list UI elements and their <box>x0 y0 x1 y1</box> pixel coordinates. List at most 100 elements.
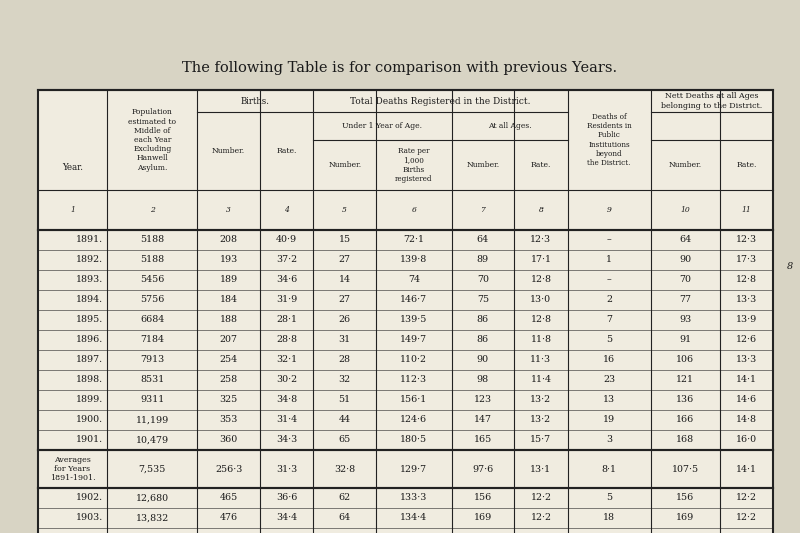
Text: 476: 476 <box>219 513 238 522</box>
Text: 5: 5 <box>606 494 612 503</box>
Text: Rate.: Rate. <box>530 161 551 169</box>
Text: The following Table is for comparison with previous Years.: The following Table is for comparison wi… <box>182 61 618 75</box>
Text: 325: 325 <box>219 395 238 405</box>
Text: 5188: 5188 <box>140 255 164 264</box>
Text: 14: 14 <box>338 276 350 285</box>
Text: 147: 147 <box>474 416 492 424</box>
Text: 13·3: 13·3 <box>736 356 757 365</box>
Text: 32: 32 <box>338 376 350 384</box>
Text: 2: 2 <box>606 295 612 304</box>
Text: 36·6: 36·6 <box>276 494 298 503</box>
Text: 169: 169 <box>474 513 492 522</box>
Text: Number.: Number. <box>466 161 499 169</box>
Text: 12·3: 12·3 <box>736 236 757 245</box>
Text: 14·1: 14·1 <box>736 376 757 384</box>
Text: 12·8: 12·8 <box>530 276 551 285</box>
Text: 40·9: 40·9 <box>276 236 298 245</box>
Text: 12·6: 12·6 <box>736 335 757 344</box>
Text: 11,199: 11,199 <box>135 416 169 424</box>
Text: 26: 26 <box>338 316 350 325</box>
Text: 11: 11 <box>742 206 751 214</box>
Text: 16: 16 <box>603 356 615 365</box>
Text: 360: 360 <box>219 435 238 445</box>
Text: 9: 9 <box>606 206 611 214</box>
Text: 86: 86 <box>477 335 489 344</box>
Text: 1899.: 1899. <box>76 395 103 405</box>
Text: 10: 10 <box>680 206 690 214</box>
Text: 133·3: 133·3 <box>400 494 427 503</box>
Text: 23: 23 <box>603 376 615 384</box>
Text: –: – <box>606 236 611 245</box>
Text: 7: 7 <box>606 316 612 325</box>
Text: 353: 353 <box>219 416 238 424</box>
Text: 208: 208 <box>220 236 238 245</box>
Text: 256·3: 256·3 <box>215 464 242 473</box>
Text: 34·3: 34·3 <box>276 435 298 445</box>
Text: Year.: Year. <box>62 164 83 173</box>
Text: 1896.: 1896. <box>76 335 103 344</box>
Bar <box>38 90 773 533</box>
Text: 75: 75 <box>477 295 489 304</box>
Text: 13: 13 <box>603 395 615 405</box>
Text: 64: 64 <box>338 513 350 522</box>
Text: 11·4: 11·4 <box>530 376 551 384</box>
Text: 7: 7 <box>481 206 486 214</box>
Text: 6: 6 <box>411 206 416 214</box>
Text: 1898.: 1898. <box>76 376 103 384</box>
Text: Rate per
1,000
Births
registered: Rate per 1,000 Births registered <box>395 147 433 183</box>
Text: 168: 168 <box>676 435 694 445</box>
Text: Number.: Number. <box>328 161 362 169</box>
Text: 17·1: 17·1 <box>530 255 551 264</box>
Text: Rate.: Rate. <box>736 161 757 169</box>
Text: 12·8: 12·8 <box>530 316 551 325</box>
Text: 31·4: 31·4 <box>276 416 298 424</box>
Text: 169: 169 <box>676 513 694 522</box>
Text: 70: 70 <box>477 276 489 285</box>
Text: 166: 166 <box>676 416 694 424</box>
Text: 184: 184 <box>220 295 238 304</box>
Text: 34·6: 34·6 <box>276 276 298 285</box>
Text: 93: 93 <box>679 316 691 325</box>
Text: 89: 89 <box>477 255 489 264</box>
Text: 5188: 5188 <box>140 236 164 245</box>
Text: 13·9: 13·9 <box>736 316 757 325</box>
Text: 64: 64 <box>679 236 691 245</box>
Text: 5: 5 <box>606 335 612 344</box>
Bar <box>38 90 773 533</box>
Text: 12·2: 12·2 <box>530 513 551 522</box>
Text: 12·2: 12·2 <box>736 494 757 503</box>
Text: 156: 156 <box>676 494 694 503</box>
Text: 1892.: 1892. <box>76 255 103 264</box>
Text: 14·1: 14·1 <box>736 464 757 473</box>
Text: Number.: Number. <box>669 161 702 169</box>
Text: 19: 19 <box>603 416 615 424</box>
Text: 32·1: 32·1 <box>276 356 298 365</box>
Text: 134·4: 134·4 <box>400 513 427 522</box>
Text: 123: 123 <box>474 395 492 405</box>
Text: 90: 90 <box>679 255 691 264</box>
Text: 11·8: 11·8 <box>530 335 551 344</box>
Text: 207: 207 <box>220 335 238 344</box>
Text: 188: 188 <box>220 316 238 325</box>
Text: 72·1: 72·1 <box>403 236 424 245</box>
Text: 44: 44 <box>338 416 350 424</box>
Text: Averages
for Years
1891-1901.: Averages for Years 1891-1901. <box>50 456 95 482</box>
Text: 34·4: 34·4 <box>276 513 298 522</box>
Text: 156: 156 <box>474 494 492 503</box>
Text: 12·8: 12·8 <box>736 276 757 285</box>
Text: 121: 121 <box>676 376 694 384</box>
Text: 136: 136 <box>676 395 694 405</box>
Text: Deaths of
Residents in
Public
Institutions
beyond
the District.: Deaths of Residents in Public Institutio… <box>586 113 631 167</box>
Text: 1901.: 1901. <box>76 435 103 445</box>
Text: 98: 98 <box>477 376 489 384</box>
Text: 156·1: 156·1 <box>400 395 427 405</box>
Text: 27: 27 <box>338 295 350 304</box>
Text: 3: 3 <box>606 435 612 445</box>
Text: Nett Deaths at all Ages
belonging to the District.: Nett Deaths at all Ages belonging to the… <box>661 92 762 110</box>
Text: 1: 1 <box>606 255 612 264</box>
Text: 18: 18 <box>603 513 615 522</box>
Text: 5456: 5456 <box>140 276 164 285</box>
Text: 64: 64 <box>477 236 489 245</box>
Text: 90: 90 <box>477 356 489 365</box>
Text: 12,680: 12,680 <box>136 494 169 503</box>
